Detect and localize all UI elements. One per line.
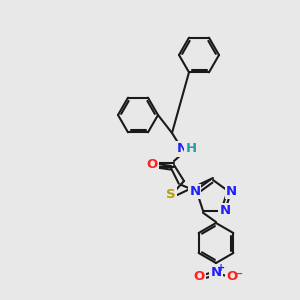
Text: N: N bbox=[176, 142, 188, 155]
Text: O: O bbox=[146, 158, 158, 172]
Text: H: H bbox=[185, 142, 197, 155]
Text: N: N bbox=[219, 204, 231, 217]
Text: N: N bbox=[226, 185, 237, 198]
Text: −: − bbox=[234, 269, 244, 279]
Text: O: O bbox=[226, 271, 238, 284]
Text: +: + bbox=[217, 263, 225, 273]
Text: O: O bbox=[194, 271, 205, 284]
Text: S: S bbox=[166, 188, 176, 202]
Text: N: N bbox=[210, 266, 222, 278]
Text: N: N bbox=[189, 185, 200, 198]
